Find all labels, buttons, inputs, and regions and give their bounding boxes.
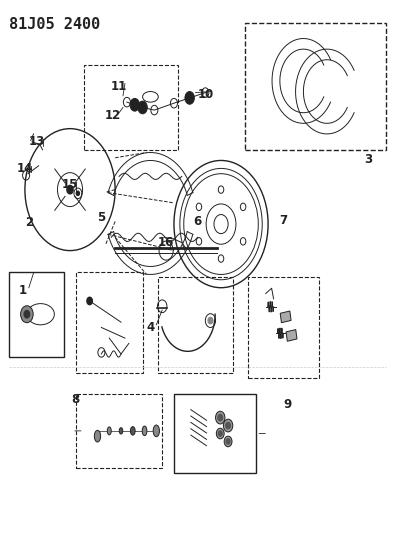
Bar xyxy=(76,272,143,373)
Ellipse shape xyxy=(107,427,111,435)
Text: 5: 5 xyxy=(97,211,105,224)
Text: 2: 2 xyxy=(25,216,33,229)
Ellipse shape xyxy=(119,427,123,434)
Bar xyxy=(158,277,233,373)
Ellipse shape xyxy=(153,425,160,437)
Text: 14: 14 xyxy=(17,162,33,175)
Circle shape xyxy=(218,415,223,421)
Bar xyxy=(286,329,297,341)
Circle shape xyxy=(76,191,79,196)
Text: 10: 10 xyxy=(197,87,213,101)
Text: 7: 7 xyxy=(280,214,288,227)
Text: 9: 9 xyxy=(284,398,292,411)
Text: 4: 4 xyxy=(146,321,154,334)
Ellipse shape xyxy=(130,426,135,435)
Circle shape xyxy=(87,297,92,305)
Text: 15: 15 xyxy=(62,178,78,191)
Text: 8: 8 xyxy=(71,393,80,406)
Bar xyxy=(174,394,256,473)
Circle shape xyxy=(226,439,230,444)
Text: 3: 3 xyxy=(364,152,372,166)
Ellipse shape xyxy=(142,426,147,435)
Circle shape xyxy=(21,306,33,322)
Ellipse shape xyxy=(94,430,101,442)
Text: 81J05 2400: 81J05 2400 xyxy=(9,17,100,33)
Circle shape xyxy=(226,422,230,429)
Text: 1: 1 xyxy=(19,284,27,297)
Circle shape xyxy=(208,317,213,324)
Bar xyxy=(9,272,64,357)
Circle shape xyxy=(24,311,30,318)
Text: 11: 11 xyxy=(111,80,127,93)
Bar xyxy=(76,394,162,468)
Bar xyxy=(248,277,319,378)
Text: 6: 6 xyxy=(194,215,201,228)
Circle shape xyxy=(218,431,222,436)
Circle shape xyxy=(224,419,233,432)
Text: 13: 13 xyxy=(28,135,45,148)
Circle shape xyxy=(216,428,224,439)
Circle shape xyxy=(216,411,225,424)
Circle shape xyxy=(138,101,147,114)
Circle shape xyxy=(185,92,194,104)
Text: 12: 12 xyxy=(105,109,121,122)
Bar xyxy=(245,22,386,150)
Text: 16: 16 xyxy=(158,236,174,249)
Circle shape xyxy=(224,436,232,447)
Circle shape xyxy=(130,99,139,111)
Circle shape xyxy=(67,185,73,194)
Bar xyxy=(280,311,291,322)
